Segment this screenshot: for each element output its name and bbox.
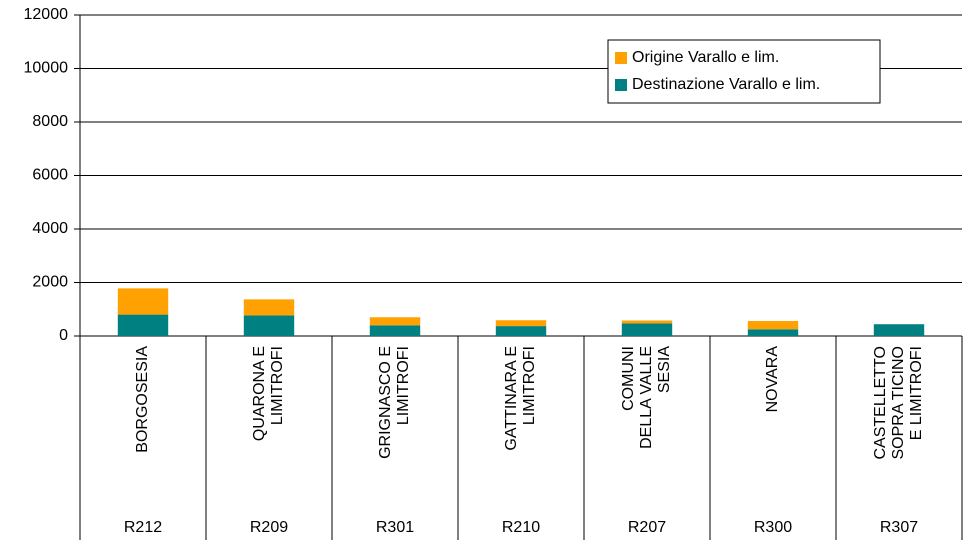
y-tick-label: 2000 <box>32 274 68 291</box>
bar-segment <box>621 320 673 324</box>
bar-segment <box>243 315 295 336</box>
x-tick-label: LIMITROFI <box>521 346 538 425</box>
bar-segment <box>117 288 169 315</box>
x-tick-label: SESIA <box>656 346 673 393</box>
legend-label: Origine Varallo e lim. <box>632 49 779 66</box>
legend-box <box>607 39 881 104</box>
x-tick-label: LIMITROFI <box>269 346 286 425</box>
x-tick-label: NOVARA <box>764 346 781 413</box>
bar-segment <box>621 323 673 336</box>
category-code: R307 <box>880 519 918 536</box>
bar-segment <box>243 299 295 316</box>
legend-label: Destinazione Varallo e lim. <box>632 76 820 93</box>
bar-segment <box>495 326 547 336</box>
x-tick-label: COMUNI <box>620 346 637 411</box>
bar-segment <box>873 324 925 336</box>
bar-segment <box>369 317 421 326</box>
x-tick-label: SOPRA TICINO <box>890 346 907 460</box>
category-code: R207 <box>628 519 666 536</box>
x-tick-label: E LIMITROFI <box>908 346 925 440</box>
y-tick-label: 0 <box>59 327 68 344</box>
y-tick-label: 10000 <box>24 60 69 77</box>
legend-swatch <box>615 79 627 91</box>
category-code: R212 <box>124 519 162 536</box>
y-tick-label: 8000 <box>32 113 68 130</box>
y-tick-label: 6000 <box>32 167 68 184</box>
category-code: R301 <box>376 519 414 536</box>
x-tick-label: DELLA VALLE <box>638 346 655 449</box>
bar-segment <box>747 321 799 330</box>
y-tick-label: 4000 <box>32 220 68 237</box>
bar-segment <box>117 314 169 336</box>
bar-segment <box>495 320 547 327</box>
bar-segment <box>369 325 421 336</box>
x-tick-label: BORGOSESIA <box>134 346 151 453</box>
y-tick-label: 12000 <box>24 6 69 23</box>
legend-swatch <box>615 52 627 64</box>
category-code: R210 <box>502 519 540 536</box>
category-code: R209 <box>250 519 288 536</box>
category-code: R300 <box>754 519 792 536</box>
x-tick-label: GATTINARA E <box>503 346 520 451</box>
x-tick-label: GRIGNASCO E <box>377 346 394 459</box>
x-tick-label: LIMITROFI <box>395 346 412 425</box>
x-tick-label: QUARONA E <box>251 346 268 441</box>
x-tick-label: CASTELLETTO <box>872 346 889 460</box>
bar-segment <box>747 329 799 336</box>
